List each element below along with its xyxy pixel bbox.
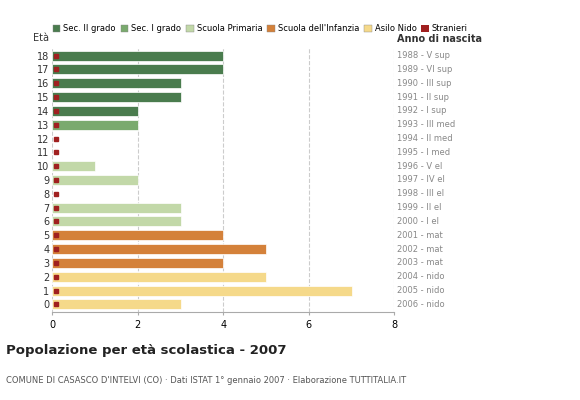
- Text: 1989 - VI sup: 1989 - VI sup: [397, 65, 452, 74]
- Text: 1996 - V el: 1996 - V el: [397, 162, 443, 171]
- Text: 1992 - I sup: 1992 - I sup: [397, 106, 447, 115]
- Text: 2000 - I el: 2000 - I el: [397, 217, 439, 226]
- Text: 1990 - III sup: 1990 - III sup: [397, 79, 452, 88]
- Text: 1995 - I med: 1995 - I med: [397, 148, 451, 157]
- Bar: [52, 161, 95, 171]
- Bar: [52, 286, 351, 296]
- Text: 1988 - V sup: 1988 - V sup: [397, 51, 450, 60]
- Bar: [52, 244, 266, 254]
- Legend: Sec. II grado, Sec. I grado, Scuola Primaria, Scuola dell'Infanzia, Asilo Nido, : Sec. II grado, Sec. I grado, Scuola Prim…: [53, 24, 468, 33]
- Text: 1993 - III med: 1993 - III med: [397, 120, 455, 129]
- Text: 2002 - mat: 2002 - mat: [397, 245, 443, 254]
- Bar: [52, 106, 138, 116]
- Bar: [52, 51, 223, 60]
- Text: Popolazione per età scolastica - 2007: Popolazione per età scolastica - 2007: [6, 344, 287, 357]
- Bar: [52, 272, 266, 282]
- Text: COMUNE DI CASASCO D'INTELVI (CO) · Dati ISTAT 1° gennaio 2007 · Elaborazione TUT: COMUNE DI CASASCO D'INTELVI (CO) · Dati …: [6, 376, 406, 385]
- Bar: [52, 203, 180, 213]
- Bar: [52, 64, 223, 74]
- Bar: [52, 78, 180, 88]
- Text: 1997 - IV el: 1997 - IV el: [397, 176, 445, 184]
- Bar: [52, 300, 180, 309]
- Text: 2003 - mat: 2003 - mat: [397, 258, 443, 268]
- Bar: [52, 175, 138, 185]
- Text: Anno di nascita: Anno di nascita: [397, 34, 483, 44]
- Text: 2006 - nido: 2006 - nido: [397, 300, 445, 309]
- Bar: [52, 216, 180, 226]
- Text: 1994 - II med: 1994 - II med: [397, 134, 453, 143]
- Bar: [52, 230, 223, 240]
- Bar: [52, 92, 180, 102]
- Text: 2004 - nido: 2004 - nido: [397, 272, 445, 281]
- Text: 1991 - II sup: 1991 - II sup: [397, 92, 450, 102]
- Text: Età: Età: [33, 33, 49, 43]
- Bar: [52, 258, 223, 268]
- Text: 1998 - III el: 1998 - III el: [397, 189, 444, 198]
- Text: 2001 - mat: 2001 - mat: [397, 231, 443, 240]
- Text: 2005 - nido: 2005 - nido: [397, 286, 445, 295]
- Text: 1999 - II el: 1999 - II el: [397, 203, 442, 212]
- Bar: [52, 120, 138, 130]
